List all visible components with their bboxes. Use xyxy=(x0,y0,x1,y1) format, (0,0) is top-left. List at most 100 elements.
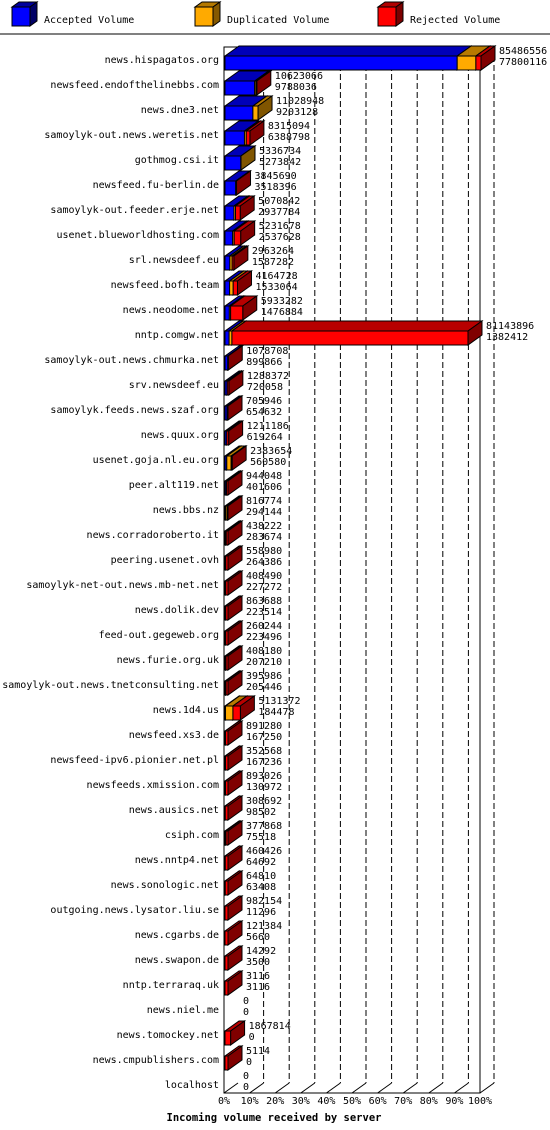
data-label-accepted: 0 xyxy=(243,1007,249,1018)
server-label: peering.usenet.ovh xyxy=(111,555,219,566)
server-label: news.niel.me xyxy=(147,1005,219,1016)
data-label-accepted: 227272 xyxy=(246,582,282,593)
server-label: newsfeed.xs3.de xyxy=(129,730,219,741)
bar-accepted-front xyxy=(224,230,234,246)
data-label-total: 408180 xyxy=(246,646,282,657)
legend-duplicated-swatch xyxy=(194,6,214,27)
x-axis-title: Incoming volume received by server xyxy=(167,1112,382,1124)
data-label-total: 308692 xyxy=(246,796,282,807)
data-label-total: 408490 xyxy=(246,571,282,582)
bar-accepted-front xyxy=(224,205,235,221)
bar-rejected-front xyxy=(225,780,229,796)
data-label-accepted: 283674 xyxy=(246,532,282,543)
bar-rejected-front xyxy=(234,205,241,221)
bar-rejected-front xyxy=(230,305,244,321)
data-label-total: 4164728 xyxy=(255,271,297,282)
bar-accepted-front xyxy=(224,180,237,196)
data-label-accepted: 1533064 xyxy=(255,282,297,293)
data-label-total: 395986 xyxy=(246,671,282,682)
data-label-accepted: 77800116 xyxy=(499,57,547,68)
data-label-total: 85486556 xyxy=(499,46,547,57)
bar-duplicated-front xyxy=(229,280,234,296)
bar-accepted-front xyxy=(224,105,254,121)
x-tick-label: 40% xyxy=(317,1096,335,1107)
data-label-total: 816774 xyxy=(246,496,282,507)
server-label: nntp.comgw.net xyxy=(135,330,219,341)
server-label: newsfeed.bofh.team xyxy=(111,280,219,291)
data-label-accepted: 205446 xyxy=(246,682,282,693)
bar-rejected-front xyxy=(475,55,482,71)
x-tick-mark xyxy=(428,1082,444,1094)
bar-duplicated-front xyxy=(456,55,477,71)
bar-duplicated-front xyxy=(252,105,259,121)
bar-rejected-front xyxy=(255,80,258,96)
data-label-accepted: 720058 xyxy=(247,382,283,393)
data-label-accepted: 223496 xyxy=(246,632,282,643)
data-label-total: 5231678 xyxy=(259,221,301,232)
server-label: newsfeed.endofthelinebbs.com xyxy=(50,80,219,91)
data-label-total: 893026 xyxy=(246,771,282,782)
legend: Accepted Volume Duplicated Volume Reject… xyxy=(10,1,500,27)
bar-accepted-front xyxy=(224,280,231,296)
server-label: news.corradoroberto.it xyxy=(87,530,219,541)
x-tick-mark xyxy=(351,1082,367,1094)
bar-rejected-front xyxy=(224,880,229,896)
bar-rejected-front xyxy=(225,755,229,771)
data-label-total: 377868 xyxy=(246,821,282,832)
legend-duplicated: Duplicated Volume xyxy=(193,1,329,27)
x-tick-mark xyxy=(454,1082,469,1094)
x-tick-mark xyxy=(377,1082,392,1094)
plot-area: 0% 10% 20% 30% 40% 50% 60% 70% 80% 90% 100% news.hi… xyxy=(2,45,547,1107)
legend-rejected-label: Rejected Volume xyxy=(410,15,500,26)
data-label-total: 260244 xyxy=(246,621,282,632)
bar-duplicated-front xyxy=(226,455,232,471)
x-tick-mark xyxy=(223,1082,239,1094)
bar-accepted-front xyxy=(224,330,230,346)
x-tick-mark xyxy=(249,1082,264,1094)
x-tick-label: 50% xyxy=(343,1096,361,1107)
data-label-accepted: 130972 xyxy=(246,782,282,793)
data-label-total: 2963264 xyxy=(252,246,294,257)
data-label-accepted: 75518 xyxy=(246,832,276,843)
data-label-total: 5336734 xyxy=(259,146,301,157)
plot-frame xyxy=(223,46,481,1094)
server-label: peer.alt119.net xyxy=(129,480,219,491)
x-tick-mark xyxy=(402,1082,418,1094)
server-label: news.cgarbs.de xyxy=(135,930,219,941)
bar-rejected-front xyxy=(233,230,242,246)
legend-accepted-label: Accepted Volume xyxy=(44,15,134,26)
server-label: news.cmpublishers.com xyxy=(93,1055,219,1066)
data-label-total: 3116 xyxy=(246,971,270,982)
server-label: newsfeed.fu-berlin.de xyxy=(93,180,219,191)
server-label: samoylyk-out.feeder.erje.net xyxy=(50,205,219,216)
bar-rejected-front xyxy=(225,580,229,596)
data-label-total: 438222 xyxy=(246,521,282,532)
server-label: news.dolik.dev xyxy=(135,605,219,616)
server-label: news.nntp4.net xyxy=(135,855,219,866)
data-label-accepted: 1587282 xyxy=(252,257,294,268)
bar-rejected-front xyxy=(232,280,238,296)
x-tick-mark xyxy=(479,1082,495,1094)
data-label-accepted: 98502 xyxy=(246,807,276,818)
bar-rejected-front xyxy=(225,555,229,571)
bar-accepted-front xyxy=(224,130,245,146)
data-label-accepted: 0 xyxy=(243,1082,249,1093)
server-label: outgoing.news.lysator.liu.se xyxy=(50,905,219,916)
server-label: news.hispagatos.org xyxy=(105,55,219,66)
data-label-total: 705946 xyxy=(246,396,282,407)
data-label-accepted: 184478 xyxy=(258,707,294,718)
bar-duplicated-front xyxy=(225,705,234,721)
bar-rejected-front xyxy=(224,980,229,996)
x-tick-label: 10% xyxy=(241,1096,259,1107)
bar-rejected-front xyxy=(226,505,229,521)
data-label-accepted: 0 xyxy=(249,1032,255,1043)
legend-duplicated-label: Duplicated Volume xyxy=(227,15,329,26)
server-label: news.tomockey.net xyxy=(117,1030,219,1041)
data-label-accepted: 6388798 xyxy=(268,132,310,143)
server-label: samoylyk.feeds.news.szaf.org xyxy=(50,405,219,416)
x-tick-label: 60% xyxy=(369,1096,387,1107)
server-label: news.quux.org xyxy=(141,430,219,441)
bar-accepted-front xyxy=(224,255,231,271)
data-label-total: 558980 xyxy=(246,546,282,557)
server-label: usenet.goja.nl.eu.org xyxy=(93,455,219,466)
